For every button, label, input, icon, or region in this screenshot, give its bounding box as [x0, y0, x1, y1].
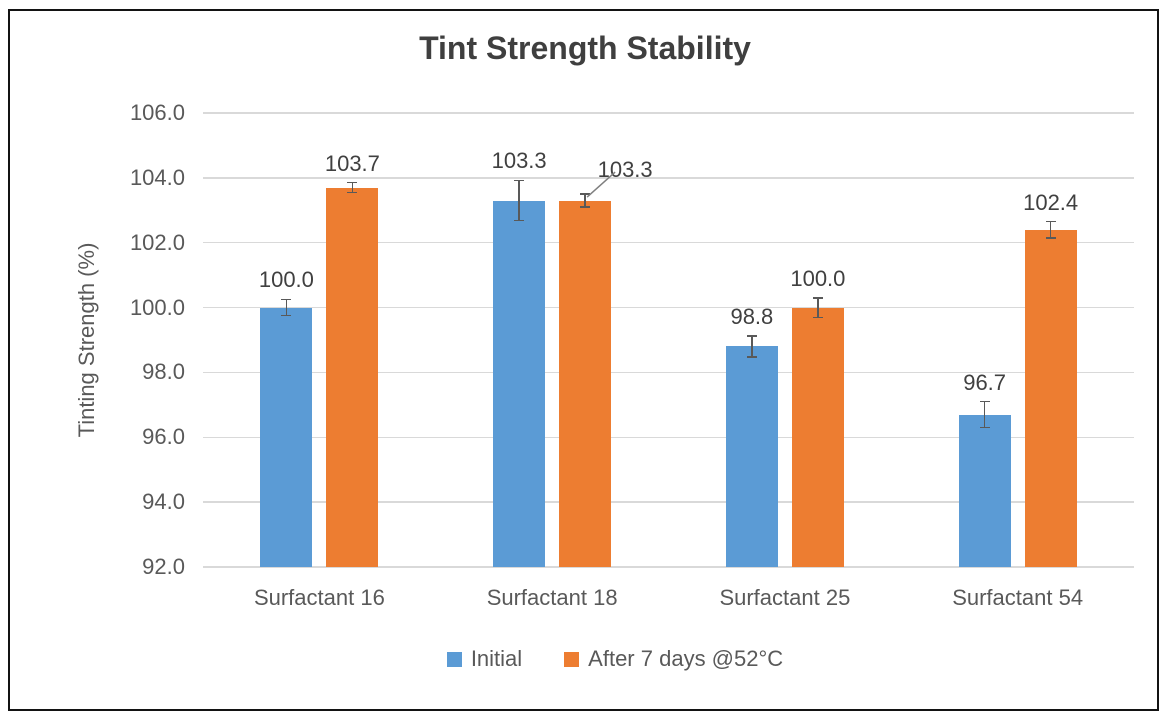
error-bar — [1049, 221, 1052, 238]
x-category-label: Surfactant 16 — [253, 585, 385, 610]
legend-label: Initial — [470, 646, 523, 671]
bar — [326, 187, 379, 567]
bar — [791, 307, 844, 567]
y-tick-label: 94.0 — [142, 489, 185, 515]
legend-swatch — [446, 651, 462, 667]
gridline — [203, 306, 1134, 309]
data-label: 98.8 — [730, 303, 774, 329]
error-bar-cap — [979, 426, 990, 429]
error-bar-cap — [1045, 237, 1056, 239]
x-axis-labels: Surfactant 16 Surfactant 18 Surfactant 25 S… — [0, 585, 1170, 615]
error-bar-cap — [746, 335, 757, 337]
bar — [559, 200, 612, 567]
legend-item: Initial — [446, 646, 523, 672]
error-bar — [285, 299, 288, 316]
error-bar — [817, 297, 819, 318]
data-label: 103.7 — [324, 150, 380, 176]
y-axis-tick-labels: 106.0 104.0 102.0 100.0 98.0 96.0 94.0 92.0 — [85, 100, 185, 579]
error-bar-cap — [580, 206, 591, 208]
data-label: 100.0 — [790, 265, 846, 291]
y-tick-label: 96.0 — [142, 424, 185, 450]
x-category-label: Surfactant 18 — [486, 585, 618, 610]
legend-label: After 7 days @52°C — [588, 646, 784, 671]
error-bar-cap — [347, 191, 358, 194]
legend-swatch — [564, 651, 580, 667]
y-tick-label: 92.0 — [142, 554, 185, 579]
y-tick-label: 104.0 — [129, 164, 185, 190]
bar — [725, 346, 778, 567]
error-bar-cap — [746, 356, 757, 358]
data-label: 103.3 — [597, 157, 653, 183]
legend-item: After 7 days @52°C — [564, 646, 783, 672]
plot-area: 100.0 103.3 98.8 96.7 103.7 103.3 100.0 102.4 — [203, 112, 1134, 568]
x-category-label: Surfactant 54 — [952, 585, 1084, 610]
error-bar-cap — [979, 400, 990, 403]
gridline — [203, 501, 1134, 503]
bar — [493, 200, 546, 567]
data-label: 103.3 — [491, 148, 547, 174]
chart-title: Tint Strength Stability — [419, 30, 751, 66]
gridline — [203, 112, 1134, 114]
error-bar-cap — [514, 219, 525, 222]
data-label: 96.7 — [963, 369, 1007, 395]
y-tick-label: 100.0 — [129, 294, 185, 320]
error-bar-cap — [347, 181, 358, 184]
legend: Initial After 7 days @52°C — [0, 646, 1170, 672]
error-bar-cap — [812, 297, 823, 299]
error-bar-cap — [281, 314, 292, 317]
gridline — [203, 241, 1134, 244]
gridline — [203, 566, 1134, 568]
y-tick-label: 98.0 — [142, 359, 185, 385]
gridline — [203, 177, 1134, 179]
error-bar-cap — [1045, 220, 1056, 223]
data-label: 102.4 — [1023, 189, 1079, 215]
error-bar-cap — [812, 316, 823, 319]
x-category-label: Surfactant 25 — [719, 585, 851, 610]
bar — [1024, 229, 1077, 567]
y-tick-label: 102.0 — [129, 229, 185, 255]
error-bar — [584, 194, 586, 208]
bar — [260, 307, 313, 567]
bar — [958, 414, 1011, 567]
error-bar — [351, 182, 354, 193]
error-bar-cap — [514, 179, 525, 182]
error-bar-cap — [580, 193, 591, 195]
error-bar — [983, 401, 986, 428]
gridline — [203, 371, 1134, 374]
y-tick-label: 106.0 — [129, 100, 185, 125]
gridline — [203, 436, 1134, 439]
data-label: 100.0 — [258, 267, 314, 293]
error-bar — [751, 335, 753, 358]
error-bar-cap — [281, 298, 292, 301]
error-bar — [518, 180, 520, 221]
